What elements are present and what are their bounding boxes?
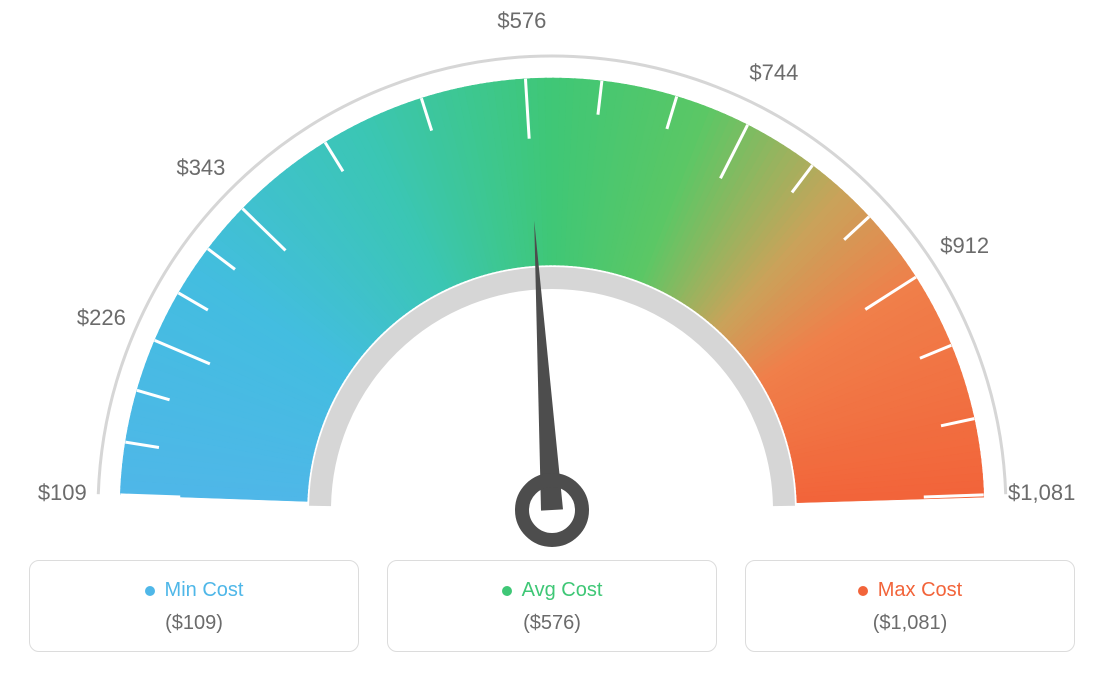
legend-value: ($576) — [388, 612, 716, 635]
legend-row: Min Cost ($109) Avg Cost ($576) Max Cost ($1,… — [0, 560, 1104, 652]
legend-value: ($1,081) — [746, 612, 1074, 635]
gauge-tick-label: $109 — [38, 480, 87, 506]
legend-value: ($109) — [30, 612, 358, 635]
gauge-tick-label: $744 — [749, 60, 798, 86]
gauge-tick-label: $343 — [176, 155, 225, 181]
legend-title: Max Cost — [858, 579, 962, 602]
legend-title-text: Min Cost — [165, 579, 244, 602]
legend-card: Max Cost ($1,081) — [745, 560, 1075, 652]
gauge-tick-label: $576 — [497, 8, 546, 34]
gauge-tick-label: $226 — [77, 305, 126, 331]
gauge-tick-label: $1,081 — [1008, 480, 1075, 506]
legend-dot-icon — [502, 586, 512, 596]
legend-title: Avg Cost — [502, 579, 603, 602]
legend-card: Avg Cost ($576) — [387, 560, 717, 652]
legend-dot-icon — [858, 586, 868, 596]
legend-title-text: Max Cost — [878, 579, 962, 602]
gauge-tick-label: $912 — [940, 233, 989, 259]
gauge-container: $109 $226 $343 $576 $744 $912 $1,081 — [0, 0, 1104, 560]
legend-title-text: Avg Cost — [522, 579, 603, 602]
legend-dot-icon — [145, 586, 155, 596]
legend-card: Min Cost ($109) — [29, 560, 359, 652]
legend-title: Min Cost — [145, 579, 244, 602]
gauge-svg — [0, 0, 1104, 560]
